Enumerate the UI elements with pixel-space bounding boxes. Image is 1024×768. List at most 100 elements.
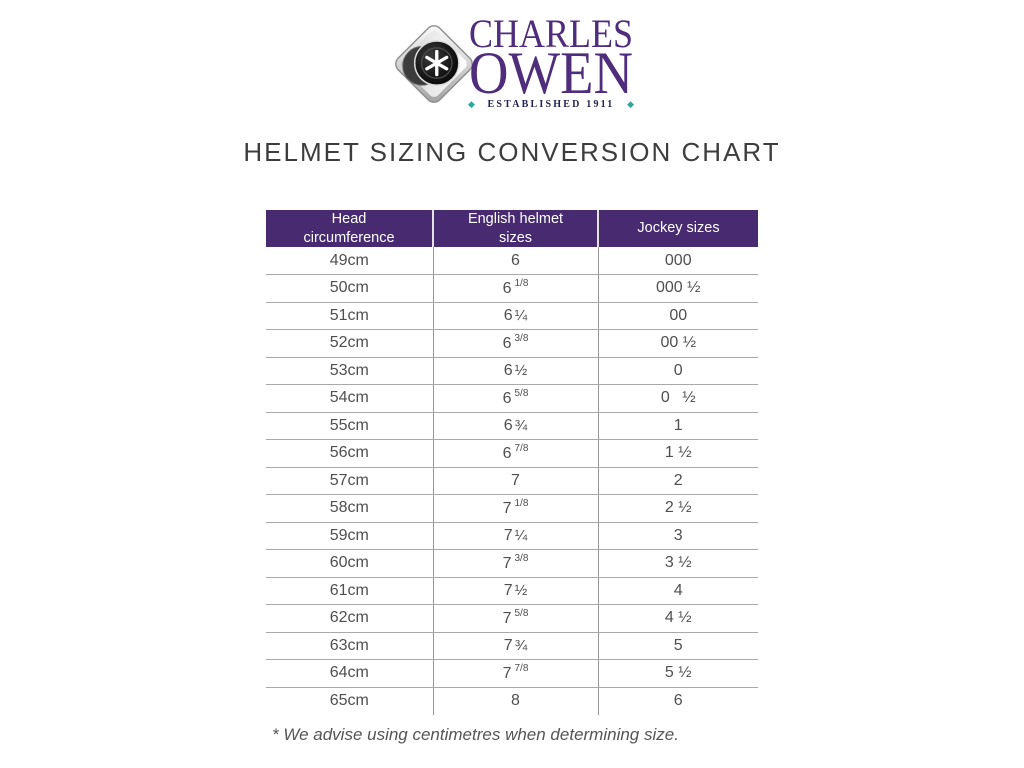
english-helmet-size-cell: 6 1/8 <box>432 274 598 303</box>
sizing-table-container: Head circumference English helmet sizes … <box>266 210 758 715</box>
jockey-size-cell: 000 ½ <box>597 274 758 303</box>
brand-name-line2: OWEN <box>469 40 633 106</box>
table-row: 49cm 6 000 <box>266 247 758 275</box>
head-circumference-cell: 62cm <box>266 604 433 633</box>
english-size-whole: 7 <box>502 500 512 518</box>
table-row: 63cm 7 ¾ 5 <box>266 632 758 660</box>
english-helmet-size-cell: 7 3/8 <box>432 549 598 578</box>
header-line: Head <box>331 211 367 228</box>
english-size-fraction: ½ <box>514 581 528 599</box>
brand-established: ◆ ESTABLISHED 1911 ◆ <box>468 99 634 110</box>
col-header-english-helmet-sizes: English helmet sizes <box>432 210 598 247</box>
table-row: 59cm 7 ¼ 3 <box>266 522 758 550</box>
table-row: 64cm 7 7/8 5 ½ <box>266 659 758 688</box>
jockey-size-cell: 5 ½ <box>597 659 758 688</box>
table-row: 51cm 6 ¼ 00 <box>266 302 758 330</box>
table-row: 62cm 7 5/8 4 ½ <box>266 604 758 633</box>
jockey-size-cell: 000 <box>597 247 758 275</box>
head-circumference-cell: 52cm <box>266 329 433 358</box>
english-size-fraction: 5/8 <box>514 608 529 620</box>
jockey-size-cell: 2 ½ <box>597 494 758 523</box>
head-circumference-cell: 58cm <box>266 494 433 523</box>
english-helmet-size-cell: 6 5/8 <box>432 384 598 413</box>
english-size-whole: 8 <box>511 692 520 709</box>
english-size-whole: 6 <box>503 306 513 324</box>
table-row: 61cm 7 ½ 4 <box>266 577 758 605</box>
english-size-whole: 7 <box>503 526 513 544</box>
english-helmet-size-cell: 6 3/8 <box>432 329 598 358</box>
english-size-fraction: 1/8 <box>514 278 529 290</box>
jockey-size-cell: 6 <box>597 687 758 715</box>
english-size-fraction: 3/8 <box>514 333 529 345</box>
english-size-fraction: ¾ <box>514 636 528 654</box>
jockey-size-cell: 00 <box>597 302 758 330</box>
english-size-whole: 6 <box>502 445 512 463</box>
english-size-fraction: ¾ <box>514 416 528 434</box>
col-header-jockey-sizes: Jockey sizes <box>597 210 758 247</box>
head-circumference-cell: 59cm <box>266 522 433 550</box>
table-row: 65cm 8 6 <box>266 687 758 715</box>
english-size-fraction: ¼ <box>514 306 528 324</box>
english-size-fraction: 5/8 <box>514 388 529 400</box>
table-row: 52cm 6 3/8 00 ½ <box>266 329 758 358</box>
table-row: 58cm 7 1/8 2 ½ <box>266 494 758 523</box>
brand-logo: CHARLES OWEN ◆ ESTABLISHED 1911 ◆ <box>0 11 1024 110</box>
english-size-whole: 6 <box>511 251 520 269</box>
english-helmet-size-cell: 7 <box>432 467 598 495</box>
table-row: 54cm 6 5/8 0 ½ <box>266 384 758 413</box>
english-size-whole: 7 <box>503 581 513 599</box>
jockey-size-cell: 0 ½ <box>597 384 758 413</box>
english-size-whole: 6 <box>502 280 512 298</box>
english-size-whole: 7 <box>503 636 513 654</box>
english-helmet-size-cell: 6 7/8 <box>432 439 598 468</box>
brand-diamond-logo-icon <box>395 25 473 103</box>
jockey-size-cell: 00 ½ <box>597 329 758 358</box>
jockey-size-cell: 4 ½ <box>597 604 758 633</box>
english-helmet-size-cell: 7 5/8 <box>432 604 598 633</box>
english-size-whole: 6 <box>503 416 513 434</box>
head-circumference-cell: 57cm <box>266 467 433 495</box>
english-size-whole: 6 <box>502 335 512 353</box>
english-helmet-size-cell: 7 7/8 <box>432 659 598 688</box>
brand-name-line1: CHARLES <box>469 11 633 56</box>
english-size-whole: 6 <box>503 361 513 379</box>
header-line: circumference <box>303 229 395 246</box>
col-header-head-circumference: Head circumference <box>266 210 433 247</box>
head-circumference-cell: 53cm <box>266 357 433 385</box>
table-row: 57cm 7 2 <box>266 467 758 495</box>
english-size-fraction: 1/8 <box>514 498 529 510</box>
established-label: ESTABLISHED 1911 <box>487 99 615 110</box>
english-helmet-size-cell: 7 1/8 <box>432 494 598 523</box>
jockey-size-cell: 4 <box>597 577 758 605</box>
jockey-size-cell: 1 <box>597 412 758 440</box>
teal-diamond-icon: ◆ <box>627 99 634 109</box>
head-circumference-cell: 49cm <box>266 247 433 275</box>
header-line: English helmet <box>467 211 564 228</box>
jockey-size-cell: 0 <box>597 357 758 385</box>
english-size-fraction: 7/8 <box>514 443 529 455</box>
sizing-table: Head circumference English helmet sizes … <box>266 210 758 715</box>
head-circumference-cell: 50cm <box>266 274 433 303</box>
english-size-whole: 6 <box>502 390 512 408</box>
jockey-size-cell: 1 ½ <box>597 439 758 468</box>
header-line: sizes <box>498 229 533 246</box>
table-header: Head circumference English helmet sizes … <box>266 210 758 247</box>
jockey-size-cell: 3 <box>597 522 758 550</box>
english-size-whole: 7 <box>511 471 520 489</box>
footnote: * We advise using centimetres when deter… <box>272 724 679 744</box>
table-row: 50cm 6 1/8 000 ½ <box>266 274 758 303</box>
head-circumference-cell: 51cm <box>266 302 433 330</box>
table-row: 53cm 6 ½ 0 <box>266 357 758 385</box>
head-circumference-cell: 61cm <box>266 577 433 605</box>
table-row: 60cm 7 3/8 3 ½ <box>266 549 758 578</box>
english-size-whole: 7 <box>502 665 512 683</box>
jockey-size-cell: 5 <box>597 632 758 660</box>
english-helmet-size-cell: 6 <box>432 247 598 275</box>
head-circumference-cell: 63cm <box>266 632 433 660</box>
english-size-fraction: 7/8 <box>514 663 529 675</box>
